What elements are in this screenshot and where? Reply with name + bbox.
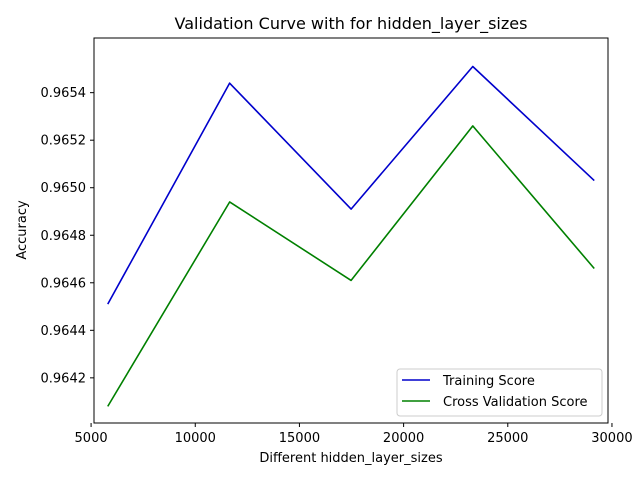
y-tick-label: 0.9642 bbox=[41, 371, 87, 386]
chart-title: Validation Curve with for hidden_layer_s… bbox=[175, 14, 528, 34]
x-tick-label: 15000 bbox=[279, 431, 320, 446]
x-tick-label: 30000 bbox=[591, 431, 632, 446]
y-tick-label: 0.9648 bbox=[41, 229, 87, 244]
y-tick-label: 0.9654 bbox=[41, 86, 87, 101]
x-axis-label: Different hidden_layer_sizes bbox=[259, 451, 443, 466]
plot-frame bbox=[93, 37, 609, 424]
y-tick-label: 0.9644 bbox=[41, 324, 87, 339]
y-axis-label: Accuracy bbox=[15, 200, 30, 260]
training-score-line bbox=[107, 65, 595, 305]
y-tick-label: 0.9650 bbox=[41, 181, 87, 196]
cross-validation-score-line bbox=[107, 125, 595, 407]
y-axis-ticks: 0.9642 0.9644 0.9646 0.9648 0.9650 0.9652 0.96… bbox=[41, 86, 94, 386]
legend-label-training: Training Score bbox=[442, 374, 535, 389]
x-tick-label: 20000 bbox=[383, 431, 424, 446]
legend-label-cross-validation: Cross Validation Score bbox=[443, 395, 588, 410]
y-tick-label: 0.9652 bbox=[41, 134, 87, 149]
x-tick-label: 10000 bbox=[175, 431, 216, 446]
y-tick-label: 0.9646 bbox=[41, 276, 87, 291]
legend: Training Score Cross Validation Score bbox=[396, 368, 603, 417]
x-tick-label: 25000 bbox=[487, 431, 528, 446]
x-axis-ticks: 5000 10000 15000 20000 25000 30000 bbox=[75, 423, 633, 446]
plot-lines bbox=[107, 65, 595, 407]
legend-box bbox=[396, 368, 603, 417]
x-tick-label: 5000 bbox=[75, 431, 108, 446]
